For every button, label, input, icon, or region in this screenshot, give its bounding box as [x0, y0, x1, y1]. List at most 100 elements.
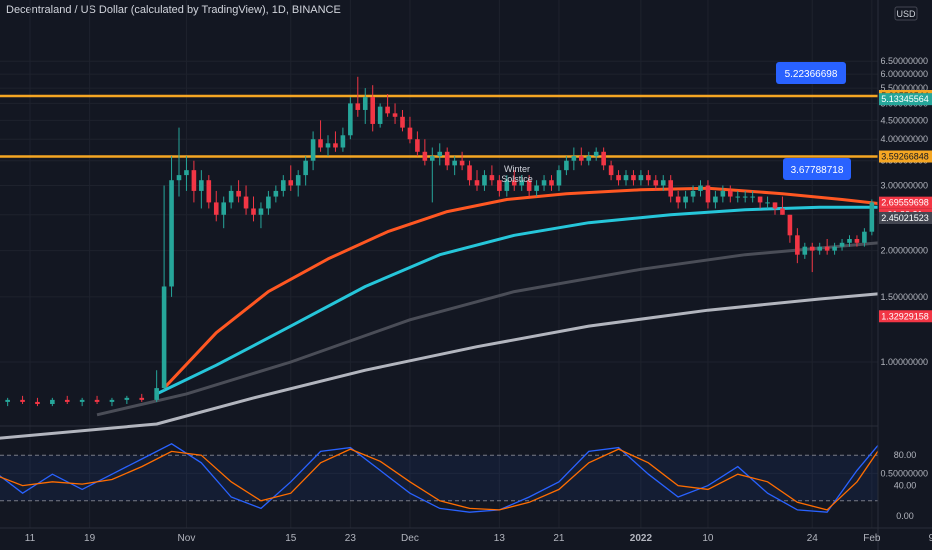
time-tick-label: 24 — [807, 533, 819, 544]
candle-body — [176, 175, 182, 181]
candle-body — [832, 246, 837, 251]
candle-body — [362, 97, 368, 110]
candle-body — [593, 151, 599, 157]
currency-badge — [894, 6, 918, 21]
candle-body — [467, 165, 472, 181]
candle-body — [571, 156, 577, 161]
level-tag-text-1: 3.59266848 — [881, 152, 929, 162]
candle-body — [422, 151, 428, 161]
candle-body — [564, 160, 569, 171]
candle-body — [601, 151, 606, 166]
candle-body — [795, 235, 800, 255]
candle-body — [549, 180, 554, 186]
candle-body — [608, 165, 614, 176]
candle-body — [511, 180, 517, 186]
candle-body — [79, 399, 85, 402]
candle-body — [638, 175, 644, 181]
candle-body — [824, 246, 830, 251]
time-tick-label: Feb — [863, 533, 881, 544]
candle-body — [497, 180, 502, 191]
candle-body — [377, 106, 383, 124]
time-tick-label: 9 — [929, 533, 932, 544]
price-label-3 — [879, 212, 932, 225]
candle-body — [459, 160, 465, 166]
candle-body — [161, 286, 167, 389]
oscillator-tick-label: 80.00 — [894, 450, 917, 460]
oscillator-tick-label: 40.00 — [894, 481, 917, 491]
candle-body — [854, 239, 860, 243]
candle-body — [728, 190, 733, 197]
price-tick-label: 1.50000000 — [880, 292, 928, 302]
candle-body — [839, 242, 845, 247]
candle-body — [757, 196, 763, 203]
candle-body — [191, 170, 197, 191]
candle-body — [750, 196, 755, 198]
price-label-1 — [879, 196, 932, 209]
price-tick-label: 6.50000000 — [880, 56, 928, 66]
candle-body — [169, 180, 174, 287]
candle-body — [489, 175, 495, 181]
candle-body — [720, 190, 726, 197]
candle-body — [318, 139, 323, 148]
candle-body — [221, 202, 226, 215]
candle-body — [430, 156, 435, 161]
candle-body — [623, 175, 629, 181]
price-tick-label: 5.50000000 — [880, 83, 928, 93]
candle-body — [392, 113, 398, 117]
price-tick-label: 2.00000000 — [880, 246, 928, 256]
time-tick-label: 23 — [345, 533, 357, 544]
time-tick-label: 11 — [25, 533, 36, 544]
candle-body — [340, 135, 346, 148]
candle-body — [780, 208, 785, 215]
candle-body — [184, 170, 189, 176]
candle-body — [541, 180, 547, 186]
candle-body — [556, 170, 562, 186]
price-label-0 — [879, 93, 932, 106]
candle-body — [869, 202, 875, 232]
candles-group — [5, 76, 882, 407]
annotation-line-1: Winter — [504, 164, 530, 174]
price-tick-label: 6.00000000 — [880, 69, 928, 79]
candle-body — [504, 180, 510, 191]
candle-body — [847, 239, 852, 243]
candle-body — [243, 196, 249, 209]
candle-body — [50, 399, 55, 404]
candle-body — [400, 116, 405, 128]
price-tick-label: 3.00000000 — [880, 180, 928, 190]
callout-text-1: 3.67788718 — [791, 165, 844, 176]
price-tick-label: 1.00000000 — [880, 357, 928, 367]
candle-body — [266, 196, 271, 209]
candle-body — [333, 143, 338, 148]
candle-body — [310, 139, 316, 161]
oscillator-band — [0, 455, 878, 501]
currency-badge-text: USD — [896, 9, 916, 19]
candle-body — [139, 397, 145, 400]
candle-body — [385, 106, 390, 114]
candle-body — [683, 196, 688, 203]
candle-body — [526, 180, 532, 191]
candle-body — [415, 139, 420, 152]
candle-body — [355, 103, 361, 110]
price-label-text-3: 2.45021523 — [881, 213, 929, 223]
candle-body — [862, 231, 867, 243]
price-tick-label: 4.00000000 — [880, 134, 928, 144]
candle-body — [228, 190, 234, 203]
time-tick-label: 2022 — [630, 533, 653, 544]
level-tag-1 — [879, 150, 932, 163]
candle-body — [616, 175, 621, 181]
candle-body — [206, 180, 212, 203]
time-tick-label: 15 — [285, 533, 297, 544]
moving-average-3 — [0, 292, 880, 440]
callout-box-0 — [776, 62, 846, 84]
candle-body — [199, 180, 204, 191]
candle-body — [94, 399, 100, 402]
callout-box-1 — [783, 158, 851, 180]
candle-body — [705, 185, 711, 203]
candle-body — [690, 190, 696, 197]
candle-body — [124, 397, 130, 400]
candle-body — [653, 180, 659, 186]
oscillator-tick-label: 0.00 — [896, 511, 914, 521]
candle-body — [295, 175, 301, 186]
